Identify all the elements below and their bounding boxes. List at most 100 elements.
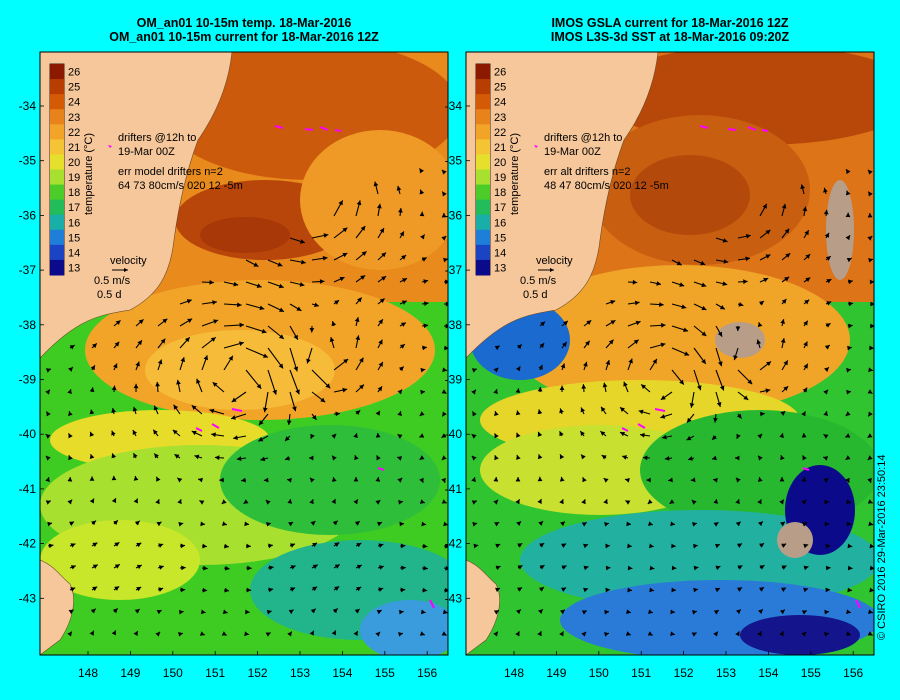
current-vector-icon <box>210 337 216 342</box>
current-vector-icon <box>847 345 852 351</box>
lon-tick-label: 150 <box>163 666 183 680</box>
left-land <box>40 52 233 655</box>
current-vector-icon <box>648 521 653 526</box>
current-vector-icon <box>581 384 587 389</box>
current-vector-icon <box>800 184 805 190</box>
colorbar-tick-label: 18 <box>68 187 80 199</box>
lat-tick-label: -37 <box>19 263 37 277</box>
current-vector-icon <box>846 389 851 395</box>
current-vector-icon <box>331 433 337 439</box>
current-vector-icon <box>200 609 206 615</box>
current-vector-icon <box>647 499 653 505</box>
current-vector-icon <box>735 521 741 527</box>
colorbar-tick-label: 23 <box>494 112 506 124</box>
current-vector-icon <box>45 477 50 483</box>
current-vector-icon <box>419 499 425 504</box>
current-vector-icon <box>441 389 447 394</box>
current-vector-icon <box>133 453 138 459</box>
current-vector-icon <box>419 455 425 460</box>
right-lat-axis: -34 -35 -36 -37 -38 -39 -40 -41 -42 -43 <box>445 99 470 605</box>
current-vector-icon <box>845 499 851 504</box>
current-vector-icon <box>178 631 183 637</box>
current-vector-icon <box>846 169 851 175</box>
colorbar-tick-label: 16 <box>68 217 80 229</box>
current-vector-icon <box>559 476 565 482</box>
right-velocity-speed: 0.5 m/s <box>520 275 557 287</box>
colorbar-swatch <box>50 199 64 216</box>
current-vector-icon <box>868 257 874 263</box>
current-vector-icon <box>287 631 292 637</box>
current-vector-icon <box>669 499 675 504</box>
current-vector-icon <box>379 227 385 233</box>
current-vector-icon <box>353 499 358 505</box>
current-vector-icon <box>236 456 242 462</box>
left-colorbar <box>49 63 65 276</box>
current-vector-icon <box>212 300 217 305</box>
current-vector-icon <box>209 408 215 414</box>
current-vector-icon <box>177 477 183 483</box>
left-velocity-duration: 0.5 d <box>97 289 121 301</box>
current-vector-icon <box>309 477 315 483</box>
current-vector-icon <box>625 500 631 505</box>
current-vector-icon <box>299 239 305 244</box>
current-vector-icon <box>826 279 832 284</box>
current-vector-icon <box>263 477 269 483</box>
current-vector-icon <box>515 366 521 372</box>
current-vector-icon <box>516 454 521 460</box>
current-vector-icon <box>296 306 302 311</box>
current-vector-icon <box>538 364 543 370</box>
current-vector-icon <box>180 587 186 593</box>
current-vector-icon <box>560 521 565 527</box>
current-vector-icon <box>241 477 246 483</box>
lon-tick-label: 154 <box>332 666 352 680</box>
current-vector-icon <box>713 522 719 527</box>
current-vector-icon <box>515 499 520 505</box>
current-vector-icon <box>133 475 139 481</box>
current-vector-icon <box>687 417 692 423</box>
current-vector-icon <box>701 305 707 311</box>
current-vector-icon <box>717 361 723 367</box>
current-vector-icon <box>847 279 853 285</box>
current-vector-icon <box>309 328 315 333</box>
current-vector-icon <box>187 318 193 324</box>
current-vector-icon <box>781 298 787 304</box>
colorbar-swatch <box>50 259 64 276</box>
current-vector-icon <box>91 520 97 526</box>
left-current-vectors <box>45 168 448 637</box>
current-vector-icon <box>715 565 721 571</box>
current-vector-icon <box>379 298 385 304</box>
current-vector-icon <box>801 500 807 505</box>
colorbar-swatch <box>476 229 490 246</box>
current-vector-icon <box>847 543 853 549</box>
current-vector-icon <box>89 454 95 460</box>
current-vector-icon <box>419 433 425 438</box>
current-vector-icon <box>69 345 75 350</box>
current-vector-icon <box>309 455 314 461</box>
current-vector-icon <box>494 411 499 416</box>
current-vector-icon <box>561 543 567 548</box>
current-vector-icon <box>758 455 763 461</box>
current-vector-icon <box>156 609 162 615</box>
current-vector-icon <box>442 191 447 197</box>
current-vector-icon <box>310 433 315 439</box>
current-vector-icon <box>713 499 719 504</box>
current-vector-icon <box>602 382 608 388</box>
current-vector-icon <box>495 565 501 571</box>
colorbar-swatch <box>50 109 64 125</box>
current-vector-icon <box>287 499 293 504</box>
current-vector-icon <box>868 521 874 527</box>
current-vector-icon <box>45 368 51 373</box>
current-vector-icon <box>471 477 476 483</box>
current-vector-icon <box>660 342 666 348</box>
current-vector-icon <box>158 543 164 548</box>
current-vector-icon <box>757 631 762 637</box>
current-vector-icon <box>199 500 205 505</box>
current-vector-icon <box>780 455 785 461</box>
current-vector-icon <box>355 335 361 341</box>
colorbar-swatch <box>476 109 490 125</box>
current-vector-icon <box>312 586 318 592</box>
current-vector-icon <box>67 477 73 482</box>
colorbar-swatch <box>50 124 64 140</box>
current-vector-icon <box>314 302 319 308</box>
current-vector-icon <box>135 361 140 367</box>
